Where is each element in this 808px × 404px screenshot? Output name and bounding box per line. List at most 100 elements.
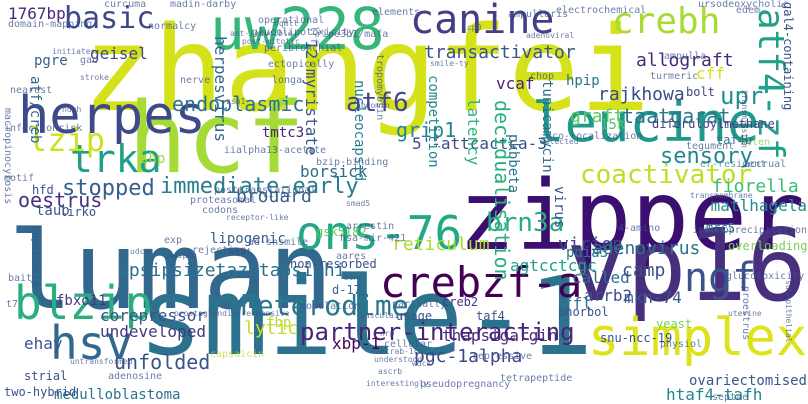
word-unfolded: unfolded	[114, 350, 211, 374]
word-electrochemical: electrochemical	[556, 5, 647, 16]
word-codons: codons	[202, 205, 239, 216]
word-untransformed: untransformed	[70, 357, 133, 366]
word-two-hybrid: two-hybrid	[4, 385, 77, 399]
word-adenoviral: adenoviral	[526, 31, 575, 40]
word-ripe3b1-mafa: ripe3b1/mafa	[316, 29, 389, 40]
word-prostaglandin-responsive: prostaglandin-responsive	[174, 309, 290, 318]
word-posttranslational: posttranslational	[214, 185, 317, 196]
word-reticulum: reticulum	[392, 234, 490, 255]
word-partially: partially	[392, 299, 447, 310]
word-longa: longa	[272, 75, 303, 86]
word-immunoprecipitation: immunoprecipitation	[692, 225, 807, 236]
word-matlhagela: matlhagela	[710, 196, 807, 215]
word-iialpha: iialpha	[224, 145, 267, 156]
word-xbp-1: xbp-1	[332, 334, 381, 353]
word-simplex: simplex	[588, 308, 808, 368]
word-lipogenic: lipogenic	[210, 231, 286, 247]
word-htaf4-tafh: htaf4-tafh	[666, 385, 763, 404]
word-tunicamycin: tunicamycin	[539, 80, 555, 173]
word-heterodimer: heterodimer	[240, 289, 426, 322]
word-basic: basic	[64, 1, 155, 36]
word-lirko: lirko	[60, 205, 97, 219]
word-ons-76: ons-76	[296, 206, 463, 260]
word-fbp: fbp	[266, 315, 292, 331]
word-hsa-mir-421: hsa-mir-421	[340, 233, 407, 244]
word-snu-ncc-19: snu-ncc-19	[600, 331, 673, 345]
word-transactivator: transactivator	[424, 42, 576, 63]
word-normalcy: normalcy	[148, 21, 197, 32]
word-capsaicin: capsaicin	[210, 349, 265, 360]
word-gal4-containing: gal4-containing	[781, 2, 795, 111]
word-interestingly: interestingly	[366, 379, 429, 388]
word-immediate-early: immediate-early	[160, 174, 359, 199]
word-accrual: accrual	[744, 159, 787, 170]
word-aares: aares	[336, 251, 367, 262]
word-zinc: zinc	[344, 273, 364, 282]
word-13-acetate: 13-acetate	[266, 145, 327, 156]
word-ad-shsmile: ad-shsmile	[248, 237, 309, 248]
word-fiorella: fiorella	[712, 176, 799, 197]
word-gsk5182: gsk5182	[316, 225, 367, 239]
word-infectionrisk: infectionrisk	[4, 123, 83, 134]
word-brouard: brouard	[236, 186, 312, 207]
word-allograft: allograft	[636, 50, 734, 71]
word-crist: crist	[724, 121, 749, 130]
word-post-mitotic: post-mitotic	[242, 37, 300, 46]
word-nrp: nrp	[380, 329, 395, 338]
word-physically: physically	[30, 226, 41, 287]
word-herpes: herpes	[18, 86, 206, 146]
word-stopped: stopped	[62, 176, 155, 201]
word-sensory: sensory	[660, 144, 753, 169]
word-smile-1: smile-1	[138, 255, 594, 380]
word-ampulla: ampulla	[664, 51, 707, 62]
word-udca: udca	[130, 247, 150, 256]
word-co-localization: co-localization	[552, 131, 643, 142]
word-tegument: tegument	[686, 141, 735, 152]
word-trka: trka	[70, 137, 162, 181]
word-taatgarat: taatgarat	[622, 104, 731, 128]
word-canine: canine	[410, 0, 555, 43]
word-phorbol: phorbol	[558, 305, 609, 319]
word-undeveloped: undeveloped	[100, 322, 206, 341]
word-allen: allen	[740, 137, 771, 148]
word-proteasomal: proteasomal	[190, 195, 257, 206]
word-arrb2: arrb2	[584, 286, 633, 305]
word-dpsipsizetazetapsiphi: dpsipsizetazetapsiphi	[118, 260, 346, 281]
word-ndeh: ndeh	[62, 105, 82, 114]
word-exp: exp	[164, 235, 183, 246]
word-transmission: transmission	[740, 90, 749, 148]
word-tropomyosin: tropomyosin	[374, 54, 385, 121]
word-brn3a: brn3a	[486, 208, 565, 238]
word-thapsigargin: thapsigargin	[442, 326, 558, 345]
word-pkbbeta: pkbbeta	[505, 134, 521, 194]
word-uw228: uw228	[210, 0, 385, 63]
word-ectopically: ectopically	[268, 59, 335, 70]
word-shp: shp	[140, 151, 166, 167]
word-geisel: geisel	[90, 44, 148, 63]
word-creb2: creb2	[442, 295, 479, 309]
word-subepithelial: subepithelial	[784, 280, 793, 343]
word-corepressor: corepressor	[100, 306, 206, 325]
word-nqmll: nqmll	[274, 19, 299, 28]
word-selected: selected	[540, 137, 579, 146]
word-pgc-1alpha: pgc-1alpha	[414, 346, 523, 367]
word-4-amino: 4-amino	[618, 223, 661, 234]
word-borsick: borsick	[300, 162, 368, 181]
word-receptor-like: receptor-like	[226, 213, 289, 222]
word-glucolipotoxicity: glucolipotoxicity	[252, 27, 355, 38]
word-usage: usage	[396, 309, 433, 323]
word-repressive: repressive	[472, 351, 533, 362]
word-adenovirus: adenovirus	[592, 238, 701, 259]
word-chop: chop	[530, 71, 555, 82]
word-er-resident: er-resident	[700, 159, 767, 170]
word-competition: competition	[425, 75, 441, 168]
word-taub: taub	[36, 203, 70, 219]
word-pdia3: pdia3	[566, 245, 609, 261]
word-medulloblastoma: medulloblastoma	[54, 387, 181, 403]
word-cff: cff	[696, 64, 725, 83]
word-15k: 15k	[600, 117, 626, 133]
word-ascrb: ascrb	[378, 367, 403, 376]
word-latency: latency	[464, 98, 483, 166]
word-hsv: hsv	[50, 316, 134, 370]
word-d-17: d-17	[332, 283, 361, 297]
